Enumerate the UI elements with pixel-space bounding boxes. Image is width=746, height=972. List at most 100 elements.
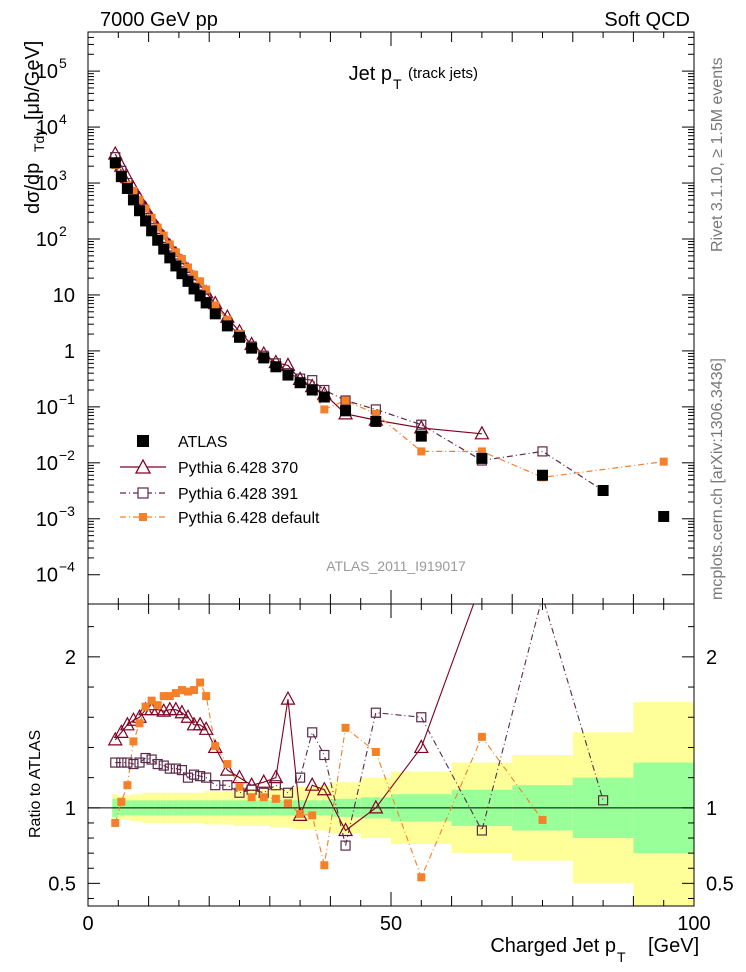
main-pythia-6-428-default-point (147, 213, 156, 222)
y-tick-label-exponent: 2 (59, 223, 67, 239)
main-atlas-point (306, 384, 318, 396)
y-tick-label: 10 (53, 285, 75, 307)
x-axis-label: Charged Jet p (490, 935, 616, 957)
main-atlas-point (246, 342, 258, 354)
ratio-pythia-6-428-370-point (316, 781, 332, 796)
ratio-pythia-6-428-391-point (416, 712, 427, 723)
main-atlas-point (194, 290, 206, 302)
legend-label-391: Pythia 6.428 391 (178, 486, 298, 503)
ratio-pythia-6-428-default-point (235, 782, 244, 791)
ratio-pythia-6-428-default-point (171, 689, 180, 698)
ratio-pythia-6-428-391-point (340, 840, 351, 851)
main-atlas-point (234, 331, 245, 343)
main-pythia-6-428-391-point (340, 395, 351, 406)
ratio-pythia-6-428-391-point (128, 758, 139, 770)
legend-label-default: Pythia 6.428 default (178, 510, 320, 527)
main-pythia-6-428-default-point (223, 315, 232, 324)
ratio-pythia-6-428-default-point (538, 815, 547, 824)
main-pythia-6-428-default-point (190, 270, 199, 279)
ratio-pythia-6-428-370-point (475, 574, 488, 586)
main-pythia-6-428-default-point (320, 405, 329, 414)
y-tick-label: 1 (64, 341, 75, 363)
ratio-pythia-6-428-370-point (180, 708, 196, 723)
main-atlas-point (200, 297, 212, 309)
ratio-pythia-6-428-370-point (174, 704, 190, 719)
ratio-pythia-6-428-370-point (244, 776, 260, 791)
ratio-pythia-6-428-391-point (210, 780, 221, 791)
ratio-pythia-6-428-default-point (477, 732, 486, 741)
y-axis-label-ratio: Ratio to ATLAS (27, 730, 44, 838)
main-atlas-point (294, 377, 306, 389)
ratio-pythia-6-428-370-point (107, 731, 123, 746)
ratio-pythia-6-428-default-point (283, 799, 292, 808)
ratio-pythia-6-428-default-point (111, 818, 120, 827)
ratio-pythia-6-428-391-point (122, 757, 133, 768)
ratio-pythia-6-428-default-point (259, 793, 268, 802)
y-tick-label-exponent: 5 (59, 55, 67, 71)
main-line-pythia-6-428-default (114, 164, 664, 478)
legend-marker-370 (134, 458, 152, 474)
main-atlas-point (164, 252, 176, 264)
x-tick-label: 100 (677, 913, 710, 935)
ratio-y-tick-label-left: 1 (65, 798, 76, 820)
y-tick-label-base: 10 (36, 453, 58, 475)
main-pythia-6-428-391-point (416, 419, 427, 430)
ratio-pythia-6-428-370-point (268, 769, 284, 784)
y-tick-label-base: 10 (36, 565, 58, 587)
ratio-pythia-6-428-370-point (119, 716, 135, 731)
main-atlas-point (537, 469, 548, 481)
plot-title-subscript: T (393, 76, 402, 92)
main-pythia-6-428-391-point (537, 446, 548, 457)
main-pythia-6-428-370-point (474, 425, 490, 440)
ratio-y-tick-label-right: 0.5 (706, 873, 734, 895)
main-atlas-point (340, 405, 352, 417)
main-atlas-point (318, 391, 330, 403)
ratio-pythia-6-428-391-point (176, 764, 188, 776)
ratio-pythia-6-428-391-point (282, 787, 294, 798)
main-atlas-point (597, 485, 609, 497)
main-atlas-point (115, 171, 127, 183)
ratio-y-tick-label-left: 2 (65, 647, 76, 669)
main-pythia-6-428-default-point (341, 396, 350, 405)
ratio-pythia-6-428-default-point (141, 702, 150, 711)
ratio-pythia-6-428-default-point (341, 723, 350, 732)
ratio-pythia-6-428-391-point (222, 780, 233, 791)
main-pythia-6-428-default-point (135, 195, 144, 204)
legend-marker-atlas (137, 435, 149, 447)
main-atlas-point (209, 308, 221, 320)
ratio-pythia-6-428-default-point (190, 686, 199, 695)
main-atlas-point (176, 268, 188, 280)
main-atlas-point (282, 369, 294, 381)
ratio-pythia-6-428-default-point (417, 873, 426, 882)
ratio-pythia-6-428-391-point (170, 763, 181, 774)
ratio-pythia-6-428-default-point (183, 687, 192, 696)
main-pythia-6-428-default-point (165, 240, 174, 249)
ratio-pythia-6-428-391-point (476, 825, 487, 836)
ratio-pythia-6-428-default-point (371, 747, 380, 756)
ratio-pythia-6-428-370-point (192, 716, 208, 731)
ratio-pythia-6-428-391-point (164, 763, 175, 774)
legend-marker-default (139, 513, 147, 521)
main-atlas-point (146, 225, 158, 237)
main-pythia-6-428-default-point (371, 409, 380, 418)
ratio-pythia-6-428-default-point (159, 692, 168, 701)
main-atlas-point (140, 215, 152, 227)
main-atlas-point (270, 361, 282, 373)
ratio-pythia-6-428-default-point (320, 861, 329, 870)
ratio-pythia-6-428-370-point (219, 761, 235, 776)
ratio-pythia-6-428-391-point (188, 769, 200, 780)
side-label-mcplots: mcplots.cern.ch [arXiv:1306.3436] (709, 358, 726, 600)
ratio-pythia-6-428-default-point (223, 760, 232, 769)
ratio-pythia-6-428-391-point (110, 757, 121, 768)
main-atlas-point (476, 452, 488, 464)
main-pythia-6-428-default-point (177, 254, 186, 263)
y-tick-label-base: 10 (36, 61, 58, 83)
main-atlas-point (658, 510, 670, 522)
legend-label-atlas: ATLAS (178, 434, 228, 451)
main-pythia-6-428-default-point (211, 301, 220, 310)
ratio-pythia-6-428-370-point (256, 773, 272, 788)
analysis-watermark: ATLAS_2011_I919017 (326, 558, 466, 574)
ratio-pythia-6-428-391-point (182, 772, 194, 783)
main-pythia-6-428-default-point (183, 263, 192, 272)
